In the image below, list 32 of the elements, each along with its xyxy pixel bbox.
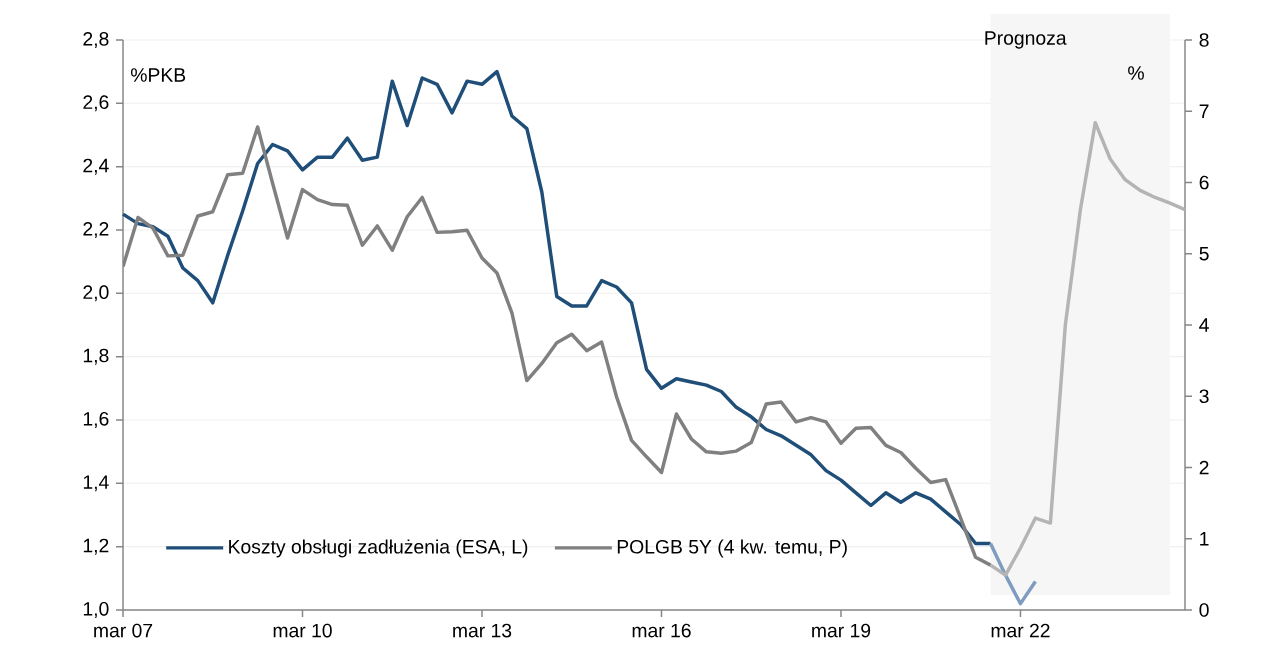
y2-tick-label: 3 bbox=[1199, 389, 1209, 404]
y2-axis-title: % bbox=[1128, 66, 1144, 80]
y-tick-label: 2,0 bbox=[83, 285, 109, 302]
y-tick-label: 2,6 bbox=[83, 95, 109, 112]
y2-tick-label: 8 bbox=[1199, 33, 1209, 47]
x-tick-label: mar 07 bbox=[94, 623, 153, 638]
y2-tick-label: 1 bbox=[1200, 532, 1209, 546]
y-tick-label: 2,4 bbox=[83, 158, 109, 175]
y2-tick-label: 7 bbox=[1199, 104, 1209, 118]
line-series bbox=[988, 541, 1038, 606]
y-axis-title: %PKB bbox=[130, 68, 186, 82]
x-tick-label: mar 10 bbox=[273, 623, 332, 638]
legend-label: Koszty obsługi zadłużenia (ESA, L) bbox=[229, 539, 528, 558]
x-tick-label: mar 16 bbox=[632, 623, 691, 638]
x-tick-label: mar 19 bbox=[812, 623, 871, 638]
line-series bbox=[988, 120, 1185, 577]
y2-tick-label: 2 bbox=[1199, 460, 1209, 475]
y2-tick-label: 6 bbox=[1199, 175, 1209, 190]
y-tick-label: 1,4 bbox=[83, 475, 109, 492]
y2-tick-label: 5 bbox=[1199, 247, 1209, 261]
y-tick-label: 2,2 bbox=[83, 221, 109, 238]
x-tick-label: mar 13 bbox=[453, 623, 512, 638]
y-tick-label: 1,8 bbox=[83, 348, 109, 365]
y-tick-label: 2,8 bbox=[83, 31, 109, 48]
y-tick-label: 1,0 bbox=[83, 601, 109, 618]
y-tick-label: 1,2 bbox=[83, 538, 109, 555]
legend-label: POLGB 5Y (4 kw. temu, P) bbox=[617, 539, 847, 558]
y2-tick-label: 4 bbox=[1199, 318, 1209, 332]
band-label: Prognoza bbox=[985, 31, 1067, 49]
x-tick-label: mar 22 bbox=[991, 623, 1050, 638]
y2-tick-label: 0 bbox=[1199, 603, 1209, 617]
y-tick-label: 1,6 bbox=[83, 411, 109, 428]
